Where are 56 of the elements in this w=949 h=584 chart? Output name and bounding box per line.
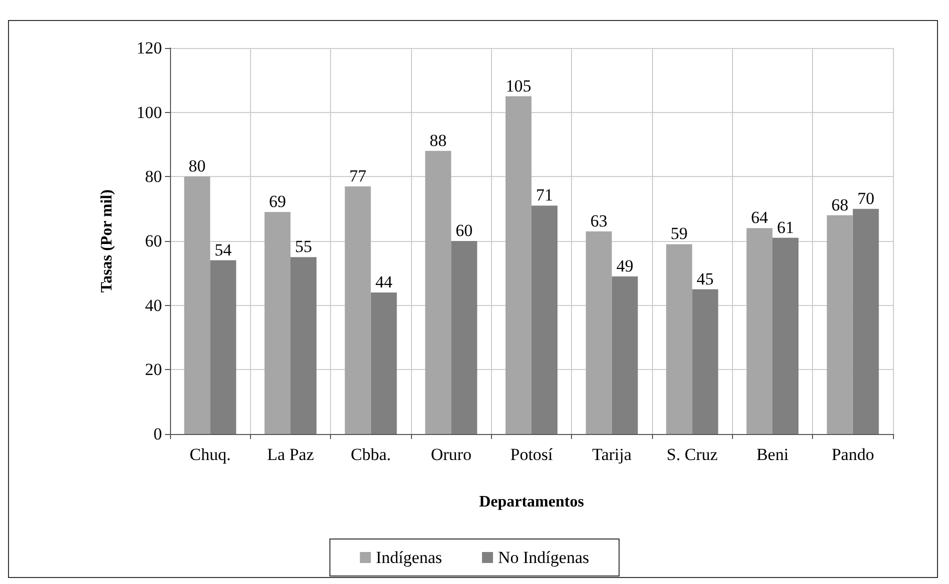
y-tick-label: 120 [136,38,162,58]
data-label: 45 [696,269,714,288]
bar [746,228,772,434]
x-tick-label: Pando [832,445,874,464]
bar [772,238,798,434]
bar [692,289,718,434]
bar [852,208,879,434]
data-label: 88 [430,130,447,150]
y-tick-label: 20 [145,360,162,380]
data-label: 71 [536,186,553,205]
x-axis-title: Departamentos [479,494,584,510]
bar [506,96,532,434]
x-tick-label: Beni [756,445,789,464]
bar [666,244,692,434]
data-label: 69 [269,192,286,212]
data-label: 64 [751,208,768,228]
y-tick-label: 60 [145,232,162,250]
bar [210,260,236,434]
x-tick-label: Oruro [430,445,472,464]
y-tick-label: 40 [145,296,162,315]
bar [184,176,210,434]
x-tick-label: S. Cruz [666,445,718,464]
x-tick-label: Potosí [510,445,554,464]
data-label: 70 [857,188,874,208]
bar [370,292,397,434]
bar [264,212,290,434]
data-label: 59 [670,224,688,244]
y-axis-title: Tasas (Por mil) [98,189,116,293]
y-tick-label: 80 [145,167,162,186]
bar [451,241,478,434]
legend-label: No Indígenas [498,548,590,567]
x-tick-label: Chuq. [190,445,231,464]
data-label: 55 [295,237,312,256]
bar [612,276,638,434]
legend-label: Indígenas [376,548,442,567]
data-label: 54 [214,240,232,260]
data-label: 80 [188,156,206,176]
data-label: 49 [616,256,634,276]
y-tick-label: 0 [154,424,162,444]
data-label: 68 [831,195,848,214]
data-label: 44 [375,272,393,292]
y-tick-label: 100 [136,102,162,122]
x-tick-label: La Paz [267,445,314,464]
data-label: 105 [506,76,532,96]
bar [532,206,558,434]
bar [290,257,316,434]
data-label: 63 [590,211,608,230]
x-tick-label: Cbba. [350,445,391,464]
x-tick-label: Tarija [592,445,632,464]
bar [344,186,371,434]
data-label: 77 [349,166,367,186]
bar [586,231,612,434]
data-label: 60 [456,221,473,240]
bar [425,150,452,434]
bar [826,215,853,434]
data-label: 61 [777,218,794,237]
